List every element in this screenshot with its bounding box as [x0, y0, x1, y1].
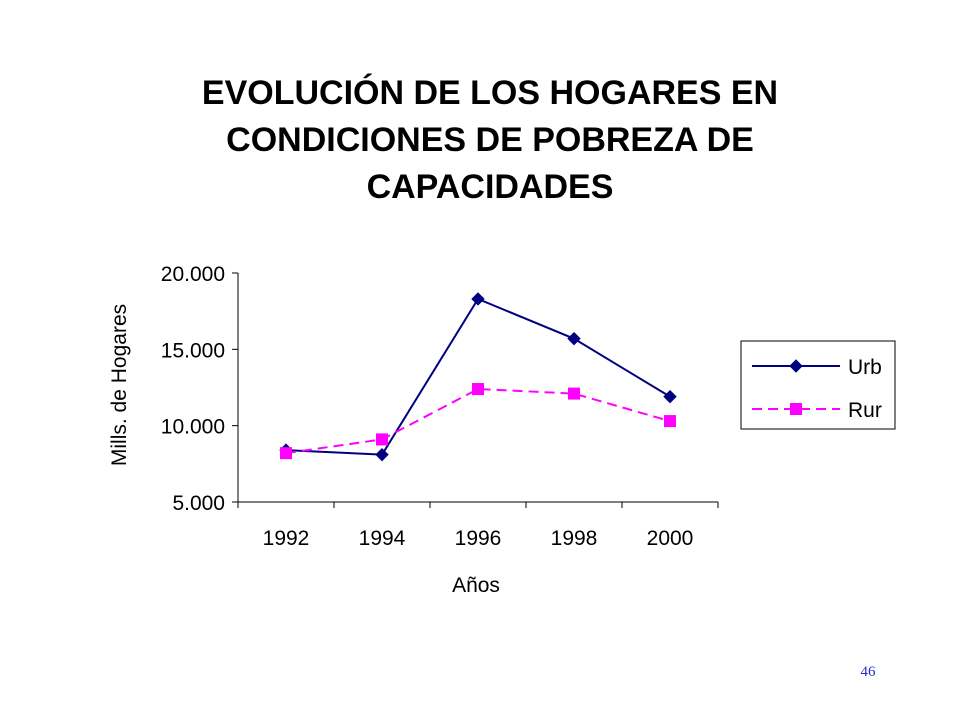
x-tick-label: 1992: [263, 527, 310, 550]
x-tick-label: 1996: [455, 527, 502, 550]
data-point-rur: [280, 447, 292, 460]
page-number: 46: [860, 664, 876, 680]
data-point-urb: [567, 331, 581, 346]
title-line-3: CAPACIDADES: [366, 168, 614, 206]
data-point-rur: [568, 387, 580, 400]
series-rur: [280, 383, 676, 460]
x-axis-label: Años: [452, 574, 500, 597]
x-tick-label: 2000: [647, 527, 694, 550]
legend-label-rur: Rur: [848, 399, 882, 422]
y-axis-label: Mills. de Hogares: [108, 304, 131, 466]
series-line-rur: [285, 388, 671, 455]
data-point-rur: [664, 415, 676, 428]
legend-box: [740, 340, 896, 430]
legend: Urb Rur: [740, 340, 896, 430]
legend-label-urb: Urb: [848, 356, 882, 379]
title-line-2: CONDICIONES DE POBREZA DE: [226, 121, 754, 159]
y-tick-label: 20.000: [161, 263, 225, 286]
data-point-urb: [663, 389, 677, 404]
y-tick-label: 5.000: [172, 492, 225, 515]
data-point-rur: [472, 383, 484, 396]
series-layer: [279, 292, 677, 462]
legend-marker-urb: [789, 359, 803, 373]
x-tick-label: 1998: [551, 527, 598, 550]
legend-marker-rur: [790, 403, 802, 415]
data-point-urb: [375, 447, 389, 462]
x-tick-label: 1994: [359, 527, 406, 550]
slide-title: EVOLUCIÓN DE LOS HOGARES EN CONDICIONES …: [120, 70, 860, 211]
title-line-1: EVOLUCIÓN DE LOS HOGARES EN: [201, 74, 779, 112]
axes: 20.000 15.000 10.000 5.000 1992 1994 1996 1998 2…: [161, 263, 719, 550]
y-tick-label: 15.000: [161, 339, 225, 362]
series-line-urb: [285, 297, 671, 456]
y-tick-label: 10.000: [161, 416, 225, 439]
data-point-urb: [471, 292, 485, 306]
data-point-rur: [376, 433, 388, 446]
series-urb: [279, 292, 677, 462]
